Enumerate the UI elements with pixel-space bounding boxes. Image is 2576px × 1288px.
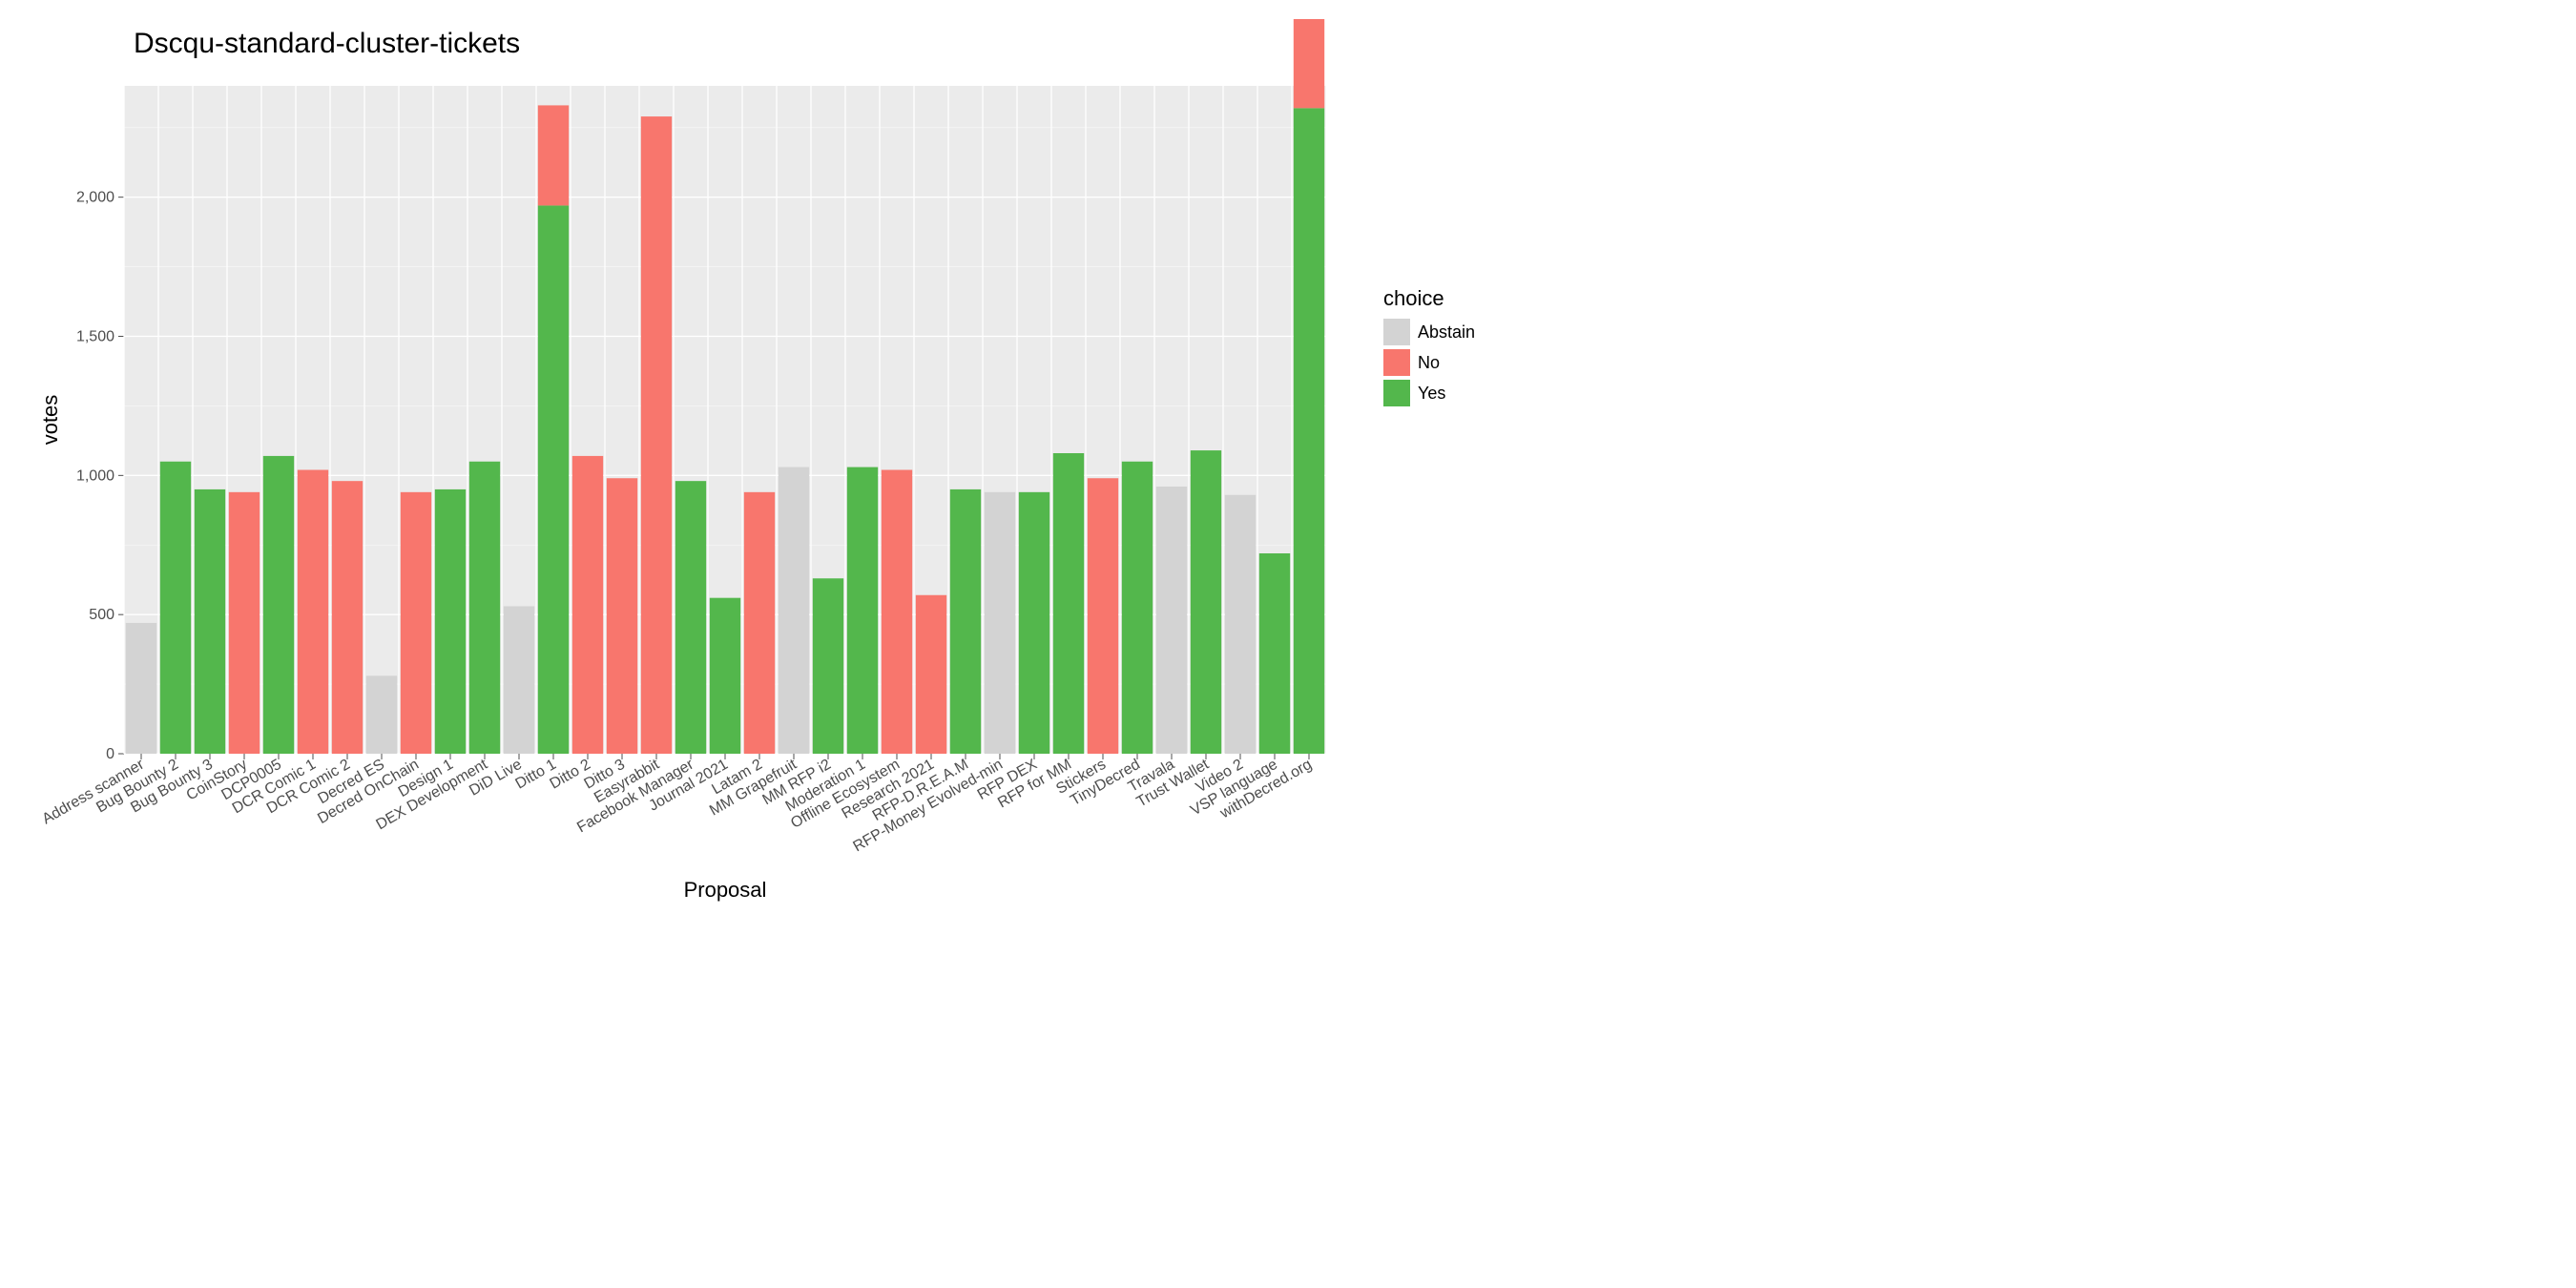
- bar-no: [744, 492, 775, 754]
- bar-yes: [1019, 492, 1049, 754]
- y-tick-label: 1,000: [76, 467, 114, 484]
- legend: choice Abstain No Yes: [1383, 286, 1475, 410]
- bar-abstain: [504, 606, 534, 754]
- legend-item: No: [1383, 349, 1475, 376]
- bar-no: [229, 492, 260, 754]
- legend-label: Yes: [1418, 384, 1445, 404]
- chart-title: Dscqu-standard-cluster-tickets: [134, 28, 520, 59]
- bar-abstain: [1156, 487, 1187, 754]
- bar-yes: [950, 489, 981, 754]
- bar-yes: [195, 489, 225, 754]
- bar-yes: [1191, 450, 1221, 754]
- legend-title: choice: [1383, 286, 1475, 311]
- bar-no: [607, 478, 637, 754]
- y-tick-label: 500: [89, 607, 114, 623]
- legend-label: No: [1418, 353, 1440, 373]
- bar-no: [1294, 19, 1324, 108]
- bar-yes: [263, 456, 294, 754]
- bar-yes: [469, 462, 500, 754]
- y-tick-label: 2,000: [76, 190, 114, 206]
- bar-no: [401, 492, 431, 754]
- bar-yes: [1294, 108, 1324, 754]
- bar-no: [298, 470, 328, 755]
- bar-yes: [1053, 453, 1084, 754]
- bar-no: [572, 456, 603, 754]
- legend-item: Abstain: [1383, 319, 1475, 345]
- bar-no: [916, 595, 946, 754]
- chart-container: Dscqu-standard-cluster-tickets 0 500 1,000 1…: [19, 19, 2557, 921]
- y-tick-label: 0: [106, 746, 114, 762]
- x-axis-label: Proposal: [684, 878, 767, 902]
- bar-yes: [160, 462, 191, 754]
- y-axis-label: votes: [38, 395, 62, 446]
- legend-swatch: [1383, 349, 1410, 376]
- legend-label: Abstain: [1418, 322, 1475, 343]
- bar-no: [1088, 478, 1118, 754]
- bar-yes: [813, 578, 843, 754]
- y-tick-label: 1,500: [76, 329, 114, 345]
- chart-plot-area: Dscqu-standard-cluster-tickets 0 500 1,000 1…: [19, 19, 1345, 921]
- bar-abstain: [126, 623, 156, 754]
- chart-svg: Dscqu-standard-cluster-tickets 0 500 1,000 1…: [19, 19, 1345, 916]
- bar-abstain: [1225, 495, 1256, 754]
- bar-yes: [1259, 553, 1290, 754]
- bar-yes: [1122, 462, 1153, 754]
- bar-no: [882, 470, 912, 755]
- bar-abstain: [985, 492, 1015, 754]
- legend-swatch: [1383, 380, 1410, 406]
- bar-yes: [675, 481, 706, 754]
- bar-abstain: [366, 675, 397, 754]
- legend-swatch: [1383, 319, 1410, 345]
- legend-item: Yes: [1383, 380, 1475, 406]
- bar-yes: [435, 489, 466, 754]
- bar-no: [641, 116, 672, 754]
- bar-abstain: [779, 467, 809, 754]
- bar-yes: [847, 467, 878, 754]
- bar-yes: [538, 205, 569, 754]
- bar-yes: [710, 598, 740, 754]
- bar-no: [332, 481, 363, 754]
- bar-no: [538, 105, 569, 205]
